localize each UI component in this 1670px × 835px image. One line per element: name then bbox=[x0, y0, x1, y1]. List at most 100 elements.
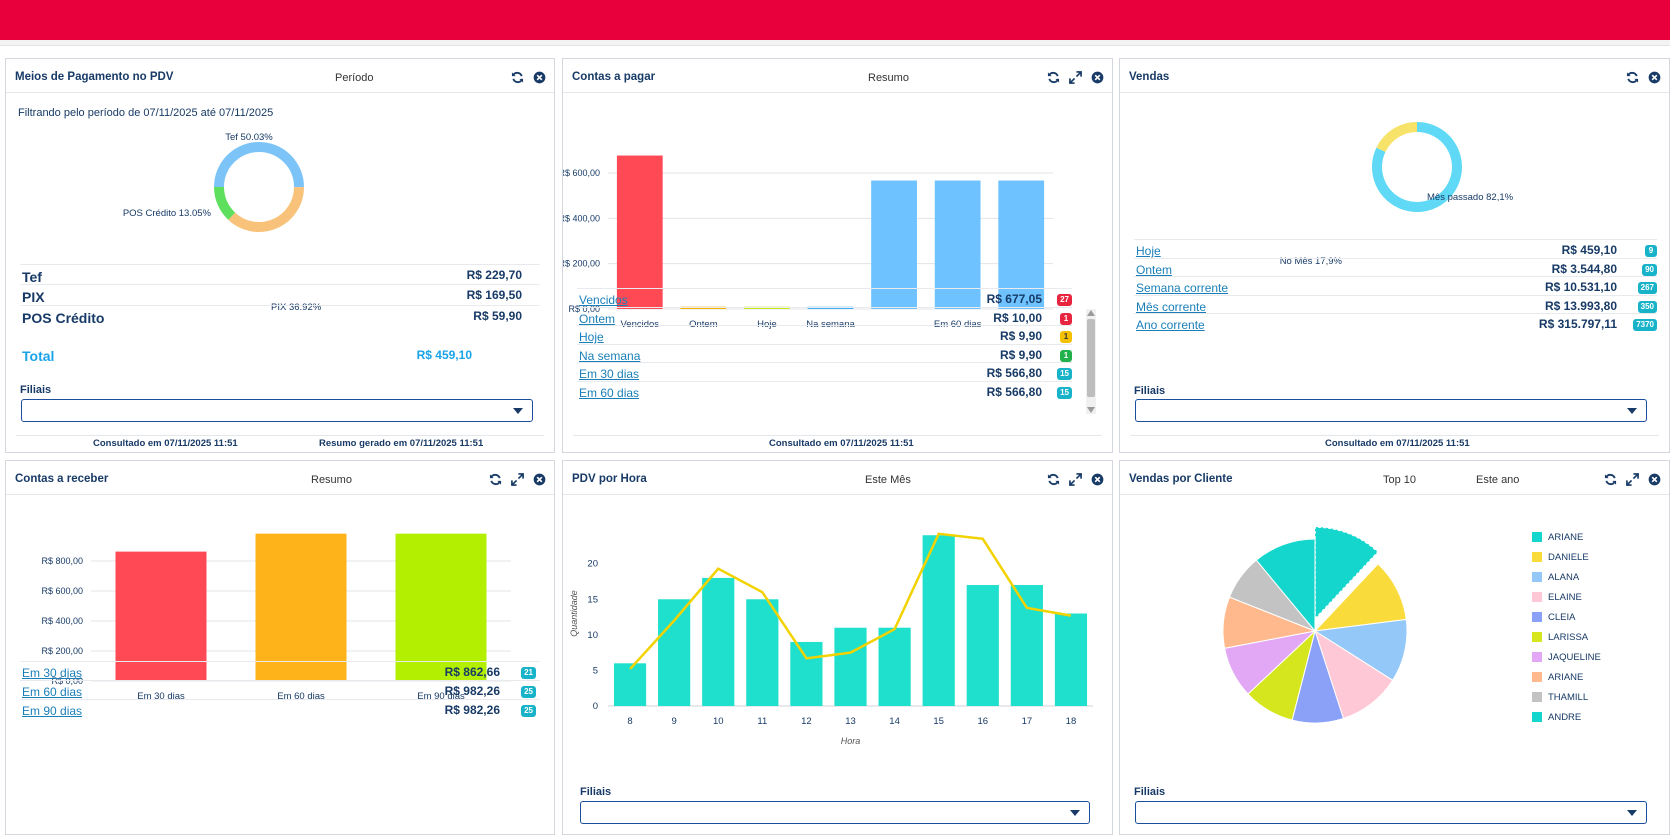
contas-receber-bar-chart: R$ 0,00 R$ 200,00 R$ 400,00 R$ 600,00 R$ 800… bbox=[41, 533, 511, 702]
legend-swatch bbox=[1532, 632, 1542, 642]
bar[interactable] bbox=[702, 577, 735, 706]
list-link[interactable]: Ontem bbox=[1136, 262, 1173, 277]
list-link[interactable]: Em 60 dias bbox=[22, 685, 83, 699]
filiais-select[interactable] bbox=[21, 399, 533, 422]
donut-segment[interactable] bbox=[1376, 122, 1418, 153]
y-tick-label: R$ 600,00 bbox=[41, 586, 83, 596]
legend-swatch bbox=[1532, 612, 1542, 622]
legend-swatch bbox=[1532, 672, 1542, 682]
trend-line[interactable] bbox=[629, 532, 1072, 670]
donut-segment[interactable] bbox=[214, 186, 236, 220]
count-badge: 7370 bbox=[1633, 319, 1657, 331]
top-selector[interactable]: Top 10 bbox=[1383, 474, 1417, 486]
bar[interactable] bbox=[744, 306, 790, 309]
close-icon[interactable] bbox=[1091, 71, 1104, 84]
list-link[interactable]: Semana corrente bbox=[1136, 281, 1229, 295]
list-row: Em 60 dias R$ 982,26 25 bbox=[20, 680, 540, 700]
expand-icon[interactable] bbox=[1069, 71, 1082, 84]
panel-header: Contas a receber Resumo bbox=[6, 461, 554, 495]
close-icon[interactable] bbox=[1648, 71, 1661, 84]
payment-row-pix: PIX R$ 169,50 bbox=[20, 284, 540, 305]
list-value: R$ 9,90 bbox=[999, 347, 1042, 362]
list-link[interactable]: Em 60 dias bbox=[579, 385, 640, 400]
close-icon[interactable] bbox=[1648, 473, 1661, 486]
list-link[interactable]: Hoje bbox=[579, 330, 604, 344]
bar[interactable] bbox=[878, 627, 911, 706]
scroll-up-arrow[interactable] bbox=[1087, 310, 1095, 316]
panel-meios-pagamento: Meios de Pagamento no PDV Período Filtra… bbox=[5, 58, 555, 453]
bar[interactable] bbox=[680, 306, 727, 309]
summary-selector[interactable]: Resumo bbox=[311, 474, 352, 486]
bar[interactable] bbox=[1054, 613, 1088, 707]
scroll-thumb[interactable] bbox=[1087, 319, 1095, 397]
bar[interactable] bbox=[922, 535, 955, 706]
period-selector[interactable]: Período bbox=[335, 72, 374, 84]
bar[interactable] bbox=[1010, 585, 1043, 706]
close-icon[interactable] bbox=[1091, 473, 1104, 486]
period-selector[interactable]: Este Mês bbox=[865, 474, 911, 486]
donut-segment[interactable] bbox=[228, 186, 304, 232]
refresh-icon[interactable] bbox=[1047, 473, 1060, 486]
bar[interactable] bbox=[395, 533, 487, 681]
bar[interactable] bbox=[807, 306, 854, 309]
bar[interactable] bbox=[616, 155, 663, 309]
bar[interactable] bbox=[658, 599, 691, 706]
x-tick-label: 11 bbox=[757, 716, 767, 727]
donut-segment[interactable] bbox=[214, 142, 304, 188]
refresh-icon[interactable] bbox=[511, 71, 524, 84]
refresh-icon[interactable] bbox=[1604, 473, 1617, 486]
expand-icon[interactable] bbox=[511, 473, 524, 486]
list-link[interactable]: Em 90 dias bbox=[22, 704, 83, 718]
app-header-bar bbox=[0, 0, 1670, 40]
panel-contas-receber: Contas a receber Resumo R$ 0,00 R$ 200,00… bbox=[5, 460, 555, 835]
list-value: R$ 10.531,10 bbox=[1544, 280, 1617, 294]
refresh-icon[interactable] bbox=[1626, 71, 1639, 84]
payment-donut-chart: Tef 50.03% POS Crédito 13.05% PIX 36.92% bbox=[123, 132, 322, 313]
payment-label: PIX bbox=[22, 289, 45, 305]
list-scrollbar[interactable] bbox=[1086, 309, 1096, 414]
payment-value: R$ 169,50 bbox=[466, 288, 522, 302]
y-axis-label: Quantidade bbox=[569, 590, 579, 637]
filiais-select[interactable] bbox=[1135, 801, 1647, 824]
list-link[interactable]: Na semana bbox=[579, 348, 641, 363]
list-link[interactable]: Em 30 dias bbox=[579, 367, 640, 381]
list-link[interactable]: Ontem bbox=[579, 311, 616, 326]
pie-slice[interactable] bbox=[1314, 526, 1380, 621]
donut-segment[interactable] bbox=[1372, 122, 1462, 212]
list-link[interactable]: Hoje bbox=[1136, 244, 1161, 258]
expand-icon[interactable] bbox=[1069, 473, 1082, 486]
bar[interactable] bbox=[998, 180, 1045, 309]
pie-slice[interactable] bbox=[1255, 538, 1316, 633]
bar[interactable] bbox=[115, 551, 207, 681]
close-icon[interactable] bbox=[533, 71, 546, 84]
bar[interactable] bbox=[934, 180, 981, 309]
bar[interactable] bbox=[871, 180, 917, 309]
bar[interactable] bbox=[966, 585, 999, 706]
close-icon[interactable] bbox=[533, 473, 546, 486]
filter-period-text: Filtrando pelo período de 07/11/2025 até… bbox=[18, 107, 274, 119]
refresh-icon[interactable] bbox=[1047, 71, 1060, 84]
x-tick-label: Na semana bbox=[806, 319, 855, 330]
bar[interactable] bbox=[834, 627, 867, 706]
summary-selector[interactable]: Resumo bbox=[868, 72, 909, 84]
list-link[interactable]: Vencidos bbox=[579, 293, 628, 307]
bar[interactable] bbox=[790, 641, 823, 706]
expand-icon[interactable] bbox=[1626, 473, 1639, 486]
legend-label: THAMILL bbox=[1548, 692, 1589, 703]
filiais-select[interactable] bbox=[1135, 399, 1647, 422]
panel-header: Vendas bbox=[1120, 59, 1669, 93]
count-badge: 21 bbox=[521, 667, 536, 679]
bar[interactable] bbox=[255, 533, 347, 681]
count-badge: 25 bbox=[521, 686, 536, 698]
refresh-icon[interactable] bbox=[489, 473, 502, 486]
bar[interactable] bbox=[613, 663, 647, 706]
bar[interactable] bbox=[746, 599, 779, 706]
list-link[interactable]: Ano corrente bbox=[1136, 318, 1205, 332]
list-link[interactable]: Mês corrente bbox=[1136, 299, 1207, 314]
period-selector[interactable]: Este ano bbox=[1476, 474, 1520, 486]
filiais-select[interactable] bbox=[580, 801, 1090, 824]
list-link[interactable]: Em 30 dias bbox=[22, 666, 83, 680]
x-tick-label: 16 bbox=[977, 716, 988, 727]
scroll-down-arrow[interactable] bbox=[1087, 407, 1095, 413]
panel-vendas-cliente: Vendas por Cliente Top 10 Este ano ARIAN… bbox=[1119, 460, 1670, 835]
